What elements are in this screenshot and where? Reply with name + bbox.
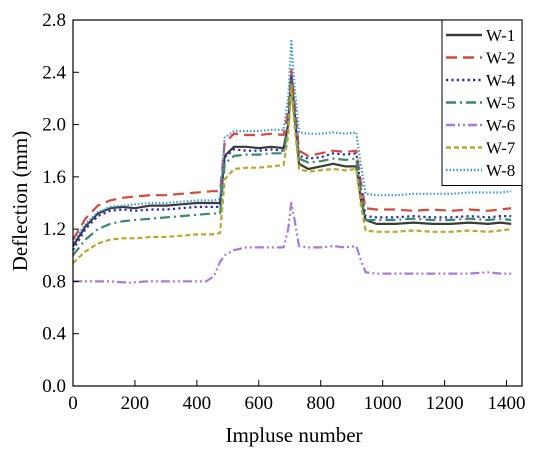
x-tick-label: 800 xyxy=(306,393,335,414)
y-tick-label: 2.8 xyxy=(42,10,66,31)
x-tick-label: 0 xyxy=(68,393,78,414)
legend-label-w-5: W-5 xyxy=(486,94,515,113)
series-line-w-4 xyxy=(72,76,512,251)
legend-label-w-4: W-4 xyxy=(486,71,516,90)
x-tick-label: 1200 xyxy=(426,393,464,414)
y-axis-title: Deflection (mm) xyxy=(8,131,32,272)
y-tick-label: 0.0 xyxy=(42,376,66,397)
series-line-w-2 xyxy=(72,68,512,241)
y-tick-label: 1.6 xyxy=(42,167,66,188)
legend-label-w-6: W-6 xyxy=(486,116,515,135)
plot-frame xyxy=(72,19,523,387)
series-line-w-6 xyxy=(73,201,512,284)
x-tick-label: 200 xyxy=(121,393,150,414)
y-tick-label: 0.8 xyxy=(42,271,66,292)
y-tick-label: 2.4 xyxy=(42,62,66,83)
plot-lines xyxy=(72,39,512,284)
y-tick-label: 1.2 xyxy=(42,219,66,240)
legend-label-w-2: W-2 xyxy=(486,49,515,68)
legend-label-w-1: W-1 xyxy=(486,26,515,45)
legend-label-w-7: W-7 xyxy=(486,139,516,158)
series-line-w-5 xyxy=(72,81,512,256)
x-tick-label: 1400 xyxy=(488,393,526,414)
legend: W-1 W-2 W-4 W-5 W-6 W-7 W-8 xyxy=(441,19,523,186)
x-axis-title: Impluse number xyxy=(225,423,362,447)
series-line-w-8 xyxy=(72,39,512,243)
x-tick-label: 400 xyxy=(183,393,212,414)
x-tick-label: 1000 xyxy=(364,393,402,414)
legend-label-w-8: W-8 xyxy=(486,161,515,180)
x-axis-ticks: 0 200 400 600 800 1000 1200 1400 xyxy=(68,380,526,414)
y-axis-ticks: 0.0 0.4 0.8 1.2 1.6 2.0 2.4 2.8 xyxy=(42,10,79,397)
x-tick-label: 600 xyxy=(245,393,274,414)
y-tick-label: 0.4 xyxy=(42,324,66,345)
y-tick-label: 2.0 xyxy=(42,115,66,136)
series-line-w-7 xyxy=(72,84,512,264)
